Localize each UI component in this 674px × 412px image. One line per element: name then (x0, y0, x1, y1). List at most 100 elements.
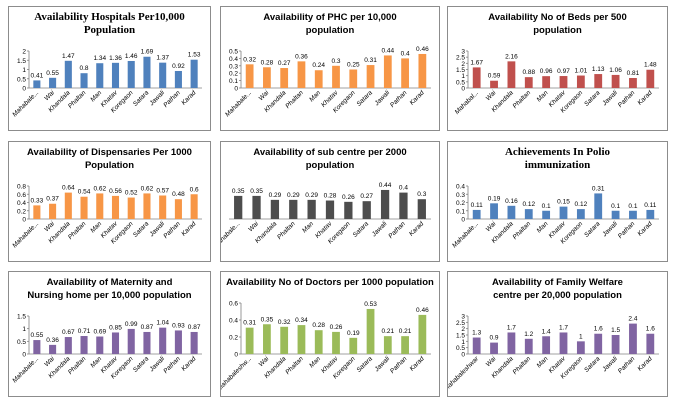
bar-jawali (159, 62, 167, 88)
bar-pathan (401, 336, 409, 354)
category-label: Man (308, 355, 322, 369)
bar-value-label: 0.48 (172, 191, 185, 198)
category-label: Mahabaleshw... (221, 355, 253, 392)
bar-value-label: 2.16 (505, 53, 518, 60)
bar-khatav (111, 332, 120, 354)
bar-value-label: 0.99 (125, 321, 138, 328)
bar-pathan (629, 78, 637, 88)
chart-title-line: Availability Hospitals Per10,000 (34, 11, 185, 23)
bar-karad (646, 209, 655, 219)
bar-value-label: 0.88 (522, 69, 535, 76)
bar-value-label: 0.32 (278, 319, 291, 326)
bar-value-label: 0.44 (379, 182, 392, 189)
y-tick-label: 1.5 (17, 58, 26, 65)
bar-koregaon (349, 69, 358, 88)
category-label: Man (308, 89, 322, 103)
bar-value-label: 0.9 (490, 335, 499, 342)
bar-value-label: 0.35 (261, 316, 274, 323)
bar-value-label: 1.06 (609, 67, 622, 74)
bar-value-label: 0.29 (269, 192, 282, 199)
y-tick-label: 2.5 (456, 55, 465, 62)
category-label: Pathan (617, 355, 637, 375)
bar-mahabal (472, 67, 481, 88)
bar-value-label: 0.29 (305, 192, 318, 199)
bar-wai (490, 342, 498, 354)
bar-khatav (325, 200, 335, 219)
bar-jawali (611, 210, 620, 219)
y-tick-label: 1 (22, 326, 26, 333)
bar-satara (143, 331, 151, 354)
bar-value-label: 0.67 (62, 329, 75, 336)
bar-value-label: 0.12 (522, 201, 535, 208)
chart-title-line: Availability of Maternity and (47, 277, 173, 288)
bar-khandala (64, 60, 72, 88)
y-tick-label: 0 (234, 86, 238, 93)
y-tick-label: 1 (461, 339, 465, 346)
category-label: Phaltan (512, 355, 533, 376)
chart-title-line: Population (85, 160, 134, 171)
category-label: Karad (409, 355, 426, 372)
bar-karad (190, 59, 198, 88)
y-tick-label: 0 (22, 86, 26, 93)
chart-title-line: Availability No of Doctors per 1000 popu… (226, 277, 434, 288)
bar-value-label: 0.28 (261, 59, 274, 66)
y-tick-label: 0.2 (229, 71, 238, 78)
bar-value-label: 1.7 (559, 324, 568, 331)
bar-koregaon (576, 75, 585, 88)
category-label: Satara (132, 355, 151, 374)
bar-value-label: 0.69 (93, 329, 106, 336)
chart-title-line: population (306, 160, 355, 171)
chart-panel-hospitals: Availability Hospitals Per10,000 Populati… (8, 6, 211, 131)
category-label: Pathan (162, 355, 182, 375)
bar-man (542, 76, 551, 88)
bar-value-label: 0.53 (364, 301, 377, 308)
bar-value-label: 0.19 (488, 195, 501, 202)
bar-wai (263, 324, 271, 354)
category-label: Wai (43, 355, 56, 368)
bar-koregaon (576, 209, 585, 219)
bar-jawali (380, 189, 390, 219)
y-tick-label: 0 (461, 352, 465, 359)
bar-karad (190, 194, 198, 219)
bar-value-label: 0.36 (295, 53, 308, 60)
bar-value-label: 0.31 (364, 57, 377, 64)
category-label: Pathan (162, 89, 182, 109)
chart-panel-maternity: Availability of Maternity and Nursing hom… (8, 271, 211, 397)
category-label: Man (301, 220, 315, 234)
bar-value-label: 0.31 (243, 320, 256, 327)
category-label: Satara (583, 220, 602, 239)
chart-panel-familywelfare: Availability of Family Welfare centre per… (447, 271, 668, 397)
bar-koregaon (349, 337, 358, 354)
bar-jawali (383, 336, 392, 354)
bar-value-label: 0.57 (156, 187, 169, 194)
bar-karad (418, 53, 427, 88)
bar-mahabaleshw (245, 327, 254, 354)
bar-value-label: 0.21 (399, 328, 412, 335)
category-label: Karad (180, 355, 197, 372)
bar-value-label: 0.11 (471, 202, 484, 209)
bar-value-label: 0.1 (628, 203, 637, 210)
category-label: Wai (247, 220, 260, 233)
chart-title-line: Availability No of Beds per 500 (488, 12, 627, 23)
y-tick-label: 0.8 (17, 184, 26, 191)
y-tick-label: 0.5 (17, 76, 26, 83)
bar-value-label: 0.87 (188, 324, 201, 331)
chart-title-line: centre per 20,000 population (493, 290, 622, 301)
y-tick-label: 0.5 (456, 345, 465, 352)
y-tick-label: 0.2 (17, 208, 26, 215)
chart-panel-dispensaries: Availability of Dispensaries Per 1000 Pop… (8, 141, 211, 262)
bar-karad (190, 331, 198, 354)
bar-value-label: 1 (579, 333, 583, 340)
category-label: Phaltan (67, 89, 88, 110)
bar-khandala (64, 192, 72, 219)
y-tick-label: 2.5 (456, 320, 465, 327)
y-tick-label: 2 (22, 49, 26, 56)
y-tick-label: 1 (461, 73, 465, 80)
bar-satara (362, 201, 371, 219)
bar-phaltan (289, 199, 298, 219)
category-label: Karad (408, 220, 425, 237)
chart-title-line: immunization (525, 159, 590, 171)
bar-satara (594, 193, 603, 219)
bar-satara (366, 65, 375, 88)
category-label: Phaltan (284, 89, 305, 110)
